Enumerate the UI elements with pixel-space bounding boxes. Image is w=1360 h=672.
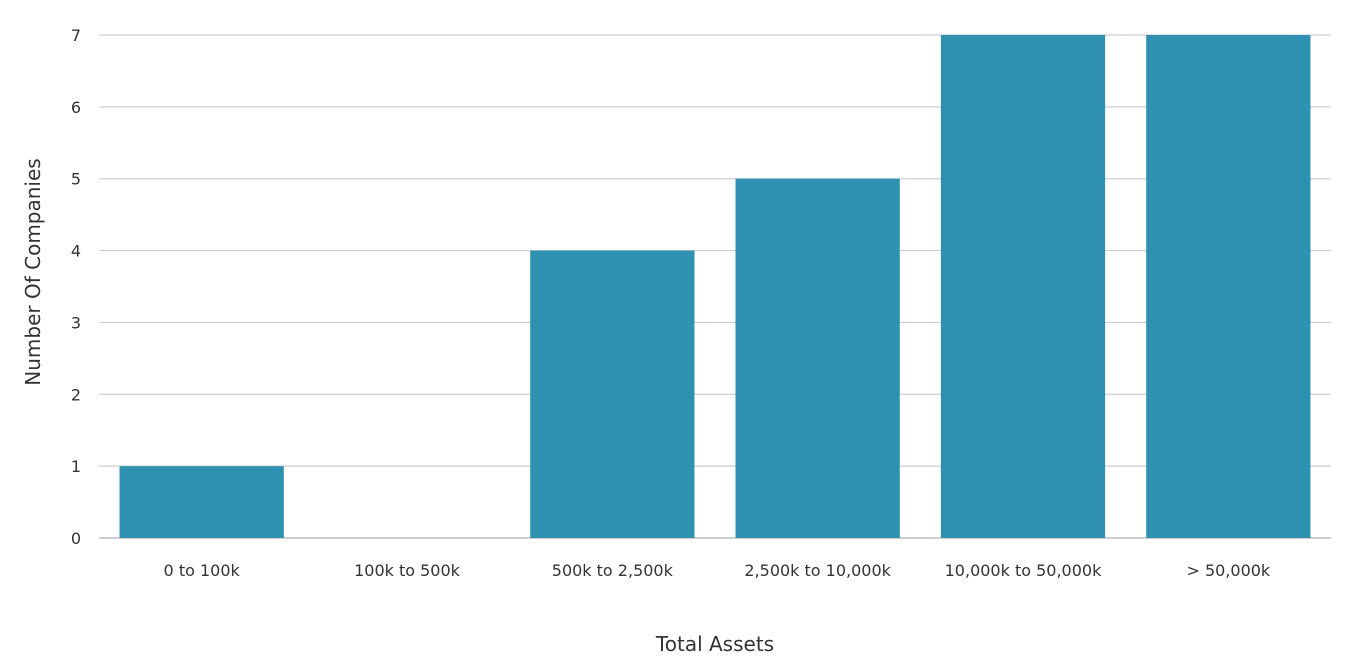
y-axis-title: Number Of Companies [21,158,45,385]
bar [1146,35,1311,538]
x-tick-label: > 50,000k [1186,561,1270,580]
y-tick-label: 0 [71,529,81,548]
y-tick-label: 6 [71,98,81,117]
x-tick-label: 10,000k to 50,000k [945,561,1102,580]
bar [735,178,900,538]
x-tick-label: 2,500k to 10,000k [744,561,891,580]
y-tick-label: 1 [71,457,81,476]
x-tick-label: 500k to 2,500k [552,561,674,580]
x-axis-ticks: 0 to 100k 100k to 500k 500k to 2,500k 2,500… [164,561,1271,580]
bar [119,466,284,538]
x-axis-title: Total Assets [655,632,774,656]
gridlines [99,34,1331,539]
y-tick-label: 5 [71,170,81,189]
y-tick-label: 3 [71,313,81,332]
x-tick-label: 100k to 500k [354,561,461,580]
y-tick-label: 7 [71,26,81,45]
bars [119,35,1311,539]
y-tick-label: 4 [71,242,81,261]
y-tick-label: 2 [71,385,81,404]
bar [940,35,1106,538]
y-axis-ticks: 0 1 2 3 4 5 6 7 [71,26,81,548]
x-tick-label: 0 to 100k [164,561,241,580]
bar [530,250,695,539]
